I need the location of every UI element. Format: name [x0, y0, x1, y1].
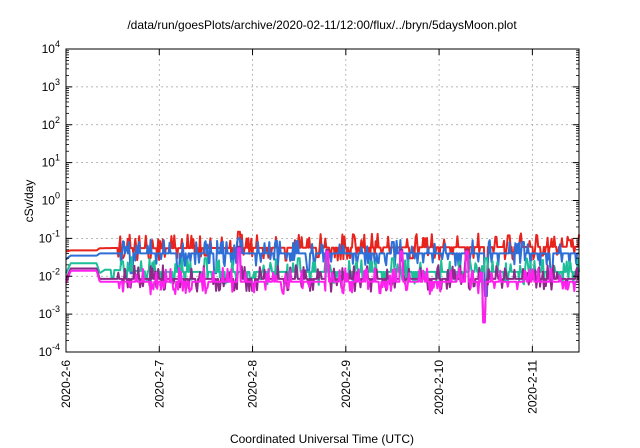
x-tick-label: 2020-2-7 [152, 360, 166, 408]
x-tick-label: 2020-2-6 [59, 360, 73, 408]
x-tick-label: 2020-2-10 [432, 360, 446, 415]
y-tick-label: 10-3 [39, 304, 60, 321]
y-tick-exponent: 1 [55, 153, 60, 163]
y-tick-label: 100 [42, 191, 60, 208]
x-axis: 2020-2-6 2020-2-7 2020-2-8 2020-2-9 2020-2-1… [59, 49, 539, 415]
y-tick-base: 10 [39, 269, 53, 283]
chart-title: /data/run/goesPlots/archive/2020-02-11/1… [127, 18, 517, 32]
y-tick-label: 104 [42, 39, 60, 56]
y-tick-base: 10 [39, 231, 53, 245]
series-line [65, 247, 579, 324]
y-tick-label: 102 [42, 115, 60, 132]
x-tick-label: 2020-2-11 [525, 360, 539, 414]
x-tick-label: 2020-2-8 [246, 360, 260, 408]
y-tick-exponent: -1 [52, 228, 60, 238]
y-tick-base: 10 [42, 42, 56, 56]
y-tick-base: 10 [39, 345, 53, 359]
y-tick-label: 10-1 [39, 228, 60, 245]
y-tick-exponent: -4 [52, 342, 60, 352]
grid [66, 49, 579, 352]
y-tick-exponent: -3 [52, 304, 60, 314]
y-tick-label: 10-4 [39, 342, 60, 359]
y-tick-base: 10 [42, 194, 56, 208]
series-line [65, 237, 579, 298]
y-tick-exponent: 4 [55, 39, 60, 49]
y-tick-base: 10 [42, 118, 56, 132]
y-tick-base: 10 [42, 156, 56, 170]
y-tick-exponent: 0 [55, 191, 60, 201]
y-tick-base: 10 [39, 307, 53, 321]
y-tick-label: 101 [42, 153, 60, 170]
x-tick-label: 2020-2-9 [339, 360, 353, 408]
y-tick-base: 10 [42, 80, 56, 94]
series-line [65, 245, 579, 321]
y-tick-exponent: 3 [55, 77, 60, 87]
y-axis-title: cSv/day [22, 180, 36, 223]
y-tick-exponent: 2 [55, 115, 60, 125]
x-axis-title: Coordinated Universal Time (UTC) [230, 432, 414, 446]
y-tick-exponent: -2 [52, 266, 60, 276]
y-tick-label: 103 [42, 77, 60, 94]
series-group [65, 230, 580, 324]
y-tick-label: 10-2 [39, 266, 60, 283]
